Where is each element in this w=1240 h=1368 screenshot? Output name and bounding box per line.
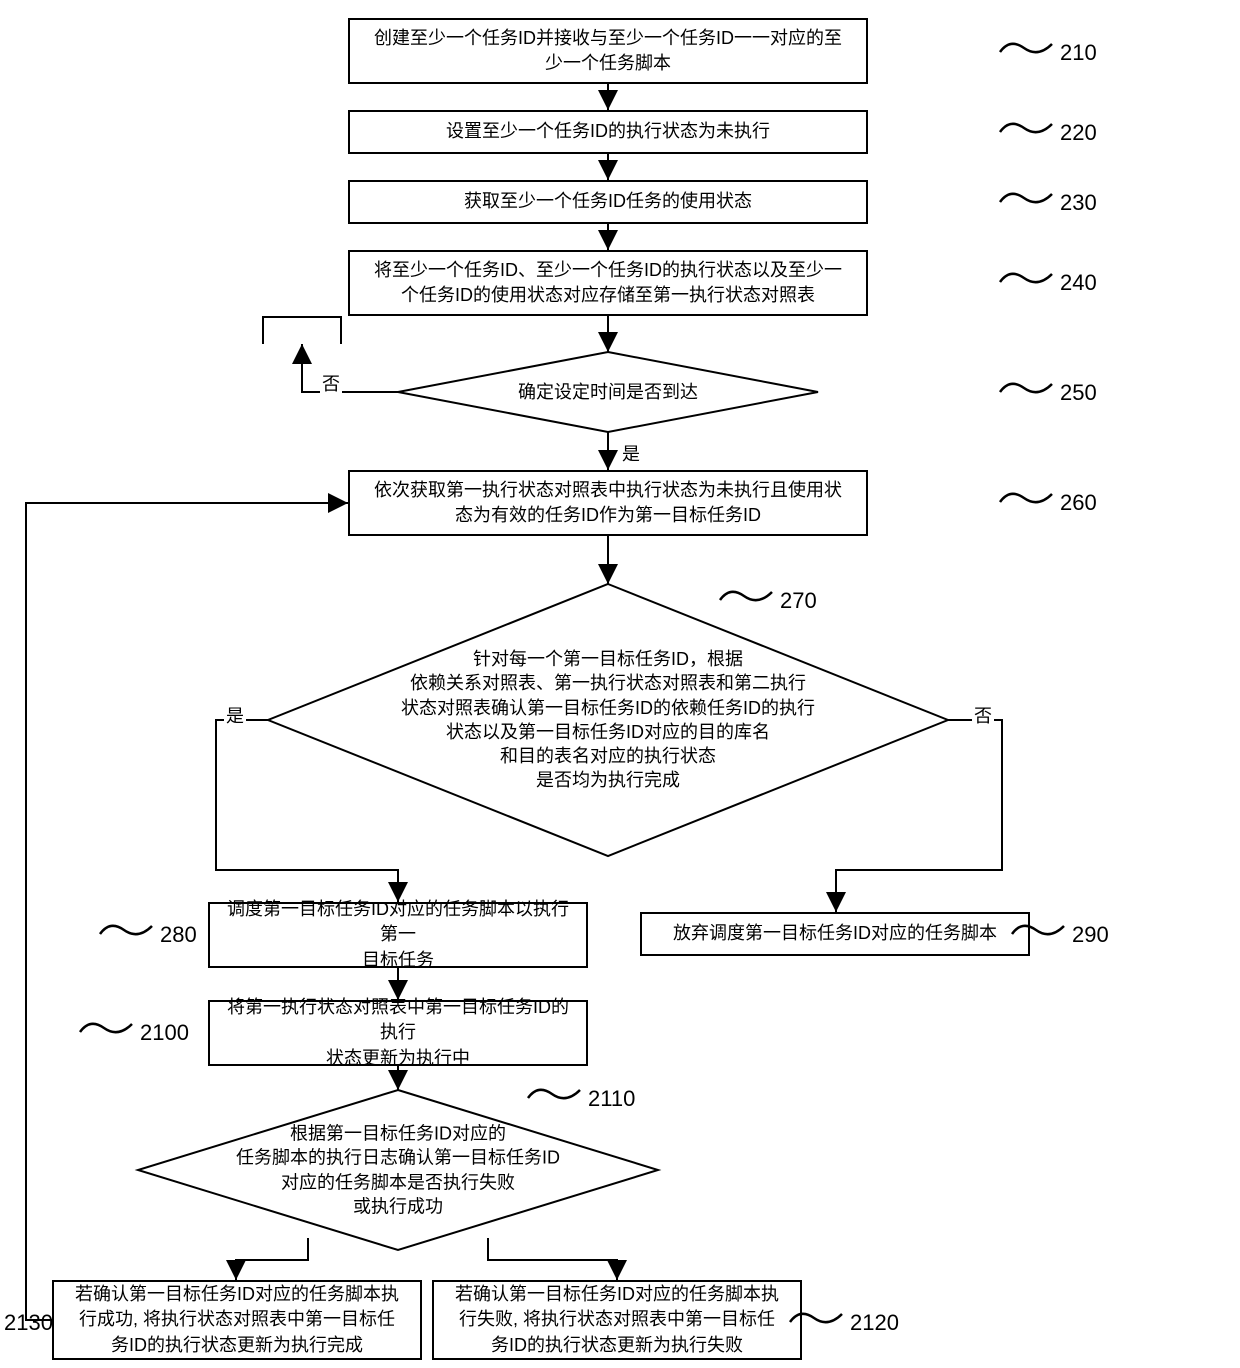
node-280-process: 调度第一目标任务ID对应的任务脚本以执行第一目标任务 bbox=[208, 902, 588, 968]
node-290-process: 放弃调度第一目标任务ID对应的任务脚本 bbox=[640, 912, 1030, 956]
node-text: 将至少一个任务ID、至少一个任务ID的执行状态以及至少一个任务ID的使用状态对应… bbox=[374, 258, 842, 308]
node-250-decision-text: 确定设定时间是否到达 bbox=[461, 380, 755, 404]
flowchart-canvas: 创建至少一个任务ID并接收与至少一个任务ID一一对应的至少一个任务脚本 设置至少… bbox=[0, 0, 1240, 1368]
node-210-process: 创建至少一个任务ID并接收与至少一个任务ID一一对应的至少一个任务脚本 bbox=[348, 18, 868, 84]
loop-terminator-rect bbox=[262, 316, 342, 344]
edge-label-250-no: 否 bbox=[320, 370, 342, 396]
edge-label-270-no: 否 bbox=[972, 702, 994, 728]
node-text: 若确认第一目标任务ID对应的任务脚本执行失败, 将执行状态对照表中第一目标任务I… bbox=[455, 1282, 779, 1358]
node-2130-process: 若确认第一目标任务ID对应的任务脚本执行成功, 将执行状态对照表中第一目标任务I… bbox=[52, 1280, 422, 1360]
node-text: 创建至少一个任务ID并接收与至少一个任务ID一一对应的至少一个任务脚本 bbox=[374, 26, 842, 76]
ref-label-270: 270 bbox=[780, 588, 817, 614]
node-220-process: 设置至少一个任务ID的执行状态为未执行 bbox=[348, 110, 868, 154]
node-text: 获取至少一个任务ID任务的使用状态 bbox=[464, 189, 752, 214]
ref-label-250: 250 bbox=[1060, 380, 1097, 406]
node-text: 若确认第一目标任务ID对应的任务脚本执行成功, 将执行状态对照表中第一目标任务I… bbox=[75, 1282, 399, 1358]
node-260-process: 依次获取第一执行状态对照表中执行状态为未执行且使用状态为有效的任务ID作为第一目… bbox=[348, 470, 868, 536]
ref-label-2100: 2100 bbox=[140, 1020, 189, 1046]
edge-label-270-yes: 是 bbox=[224, 702, 246, 728]
ref-label-220: 220 bbox=[1060, 120, 1097, 146]
ref-label-2130: 2130 bbox=[4, 1310, 53, 1336]
node-text: 依次获取第一执行状态对照表中执行状态为未执行且使用状态为有效的任务ID作为第一目… bbox=[374, 478, 842, 528]
ref-label-2110: 2110 bbox=[588, 1086, 635, 1112]
node-text: 放弃调度第一目标任务ID对应的任务脚本 bbox=[673, 921, 997, 946]
ref-label-240: 240 bbox=[1060, 270, 1097, 296]
ref-label-210: 210 bbox=[1060, 40, 1097, 66]
node-230-process: 获取至少一个任务ID任务的使用状态 bbox=[348, 180, 868, 224]
node-text: 将第一执行状态对照表中第一目标任务ID的执行状态更新为执行中 bbox=[220, 995, 576, 1071]
node-text: 调度第一目标任务ID对应的任务脚本以执行第一目标任务 bbox=[220, 897, 576, 973]
node-2120-process: 若确认第一目标任务ID对应的任务脚本执行失败, 将执行状态对照表中第一目标任务I… bbox=[432, 1280, 802, 1360]
ref-label-2120: 2120 bbox=[850, 1310, 899, 1336]
edge-label-250-yes: 是 bbox=[620, 440, 642, 466]
node-2110-decision-text: 根据第一目标任务ID对应的任务脚本的执行日志确认第一目标任务ID对应的任务脚本是… bbox=[216, 1121, 580, 1218]
node-240-process: 将至少一个任务ID、至少一个任务ID的执行状态以及至少一个任务ID的使用状态对应… bbox=[348, 250, 868, 316]
ref-label-290: 290 bbox=[1072, 922, 1109, 948]
ref-label-260: 260 bbox=[1060, 490, 1097, 516]
node-270-decision-text: 针对每一个第一目标任务ID，根据依赖关系对照表、第一执行状态对照表和第二执行状态… bbox=[370, 647, 846, 793]
node-text: 设置至少一个任务ID的执行状态为未执行 bbox=[446, 119, 770, 144]
node-2100-process: 将第一执行状态对照表中第一目标任务ID的执行状态更新为执行中 bbox=[208, 1000, 588, 1066]
ref-label-230: 230 bbox=[1060, 190, 1097, 216]
ref-label-280: 280 bbox=[160, 922, 197, 948]
